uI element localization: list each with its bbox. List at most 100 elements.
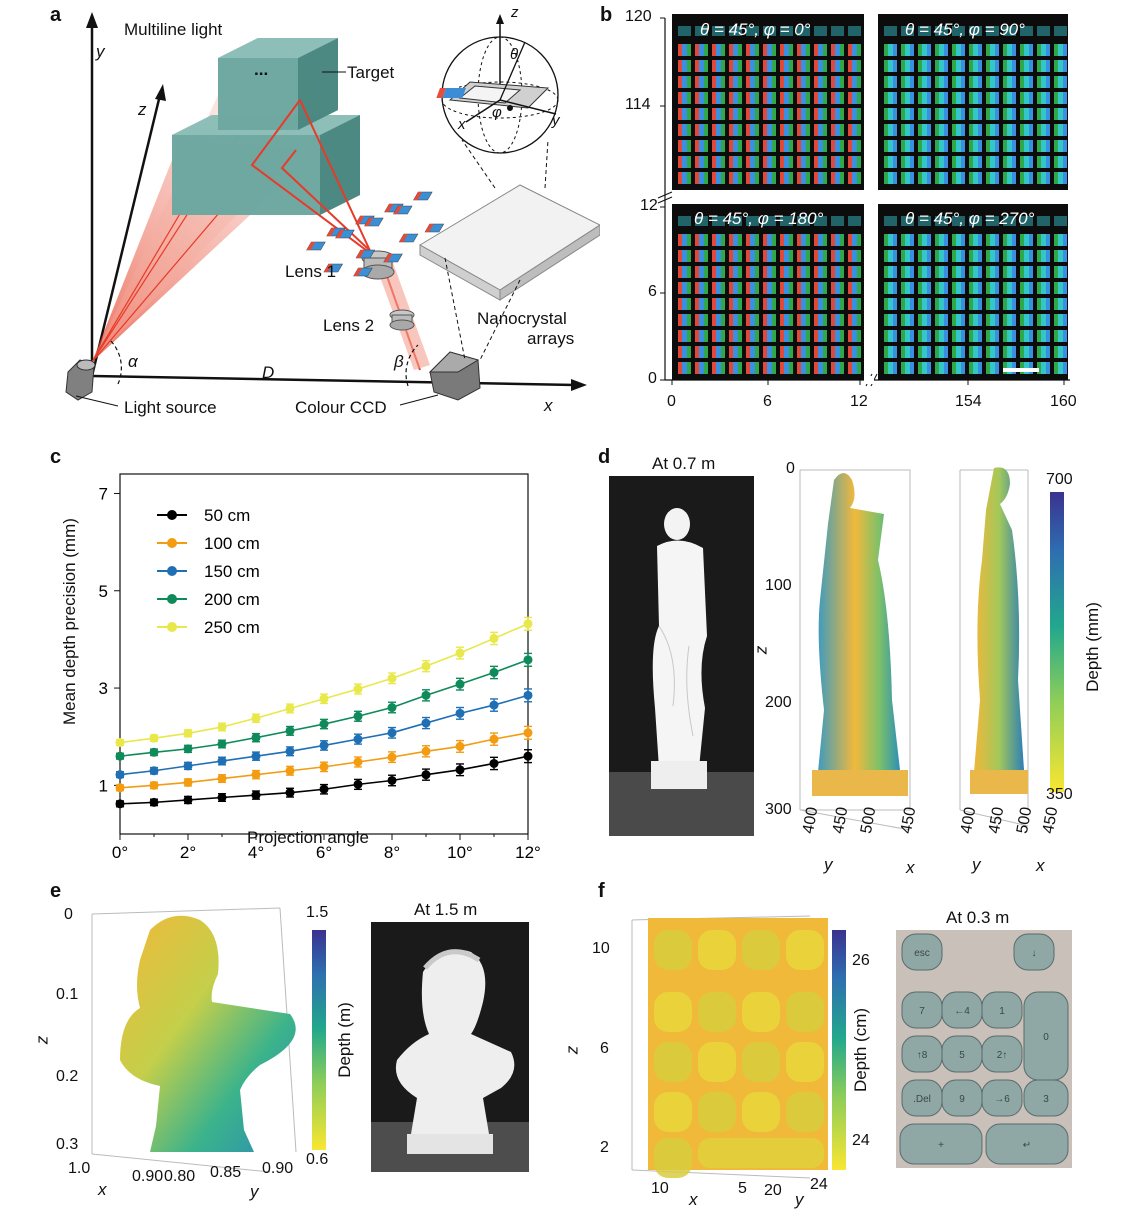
c-data-point: [149, 797, 159, 807]
c-data-point: [217, 756, 227, 766]
e-ztick-0-3: 0.3: [56, 1136, 79, 1153]
c-legend-label: 50 cm: [204, 506, 250, 525]
label-axis-z: z: [138, 100, 147, 119]
keypad-key-label: ↓: [1032, 948, 1037, 959]
c-data-point: [455, 741, 465, 751]
c-data-point: [421, 770, 431, 780]
panel-f-letter: f: [598, 880, 605, 902]
b-title-4: θ = 45°, φ = 270°: [905, 209, 1035, 228]
c-data-point: [115, 751, 125, 761]
c-data-point: [353, 779, 363, 789]
d-front-y: y: [824, 855, 833, 874]
c-ytick-label: 1: [99, 776, 108, 795]
c-xtick-label: 2°: [180, 843, 196, 860]
keypad-key-label: →6: [994, 1094, 1010, 1105]
c-legend-label: 250 cm: [204, 618, 260, 637]
b-ytick-120: 120: [625, 8, 652, 25]
keypad-key-label: ←4: [954, 1006, 970, 1017]
axis-z-line: [90, 94, 162, 377]
c-plot-frame: [119, 473, 529, 835]
f-key-blob: [742, 992, 780, 1032]
c-series-50-cm: [115, 749, 533, 809]
panel-d-letter: d: [598, 446, 611, 468]
d-ztick-300: 300: [765, 801, 792, 818]
e-ztick-0-2: 0.2: [56, 1068, 79, 1085]
c-data-point: [115, 799, 125, 809]
d-front-x: x: [906, 858, 915, 877]
label-theta: θ: [510, 46, 519, 63]
label-phi: φ: [492, 104, 502, 121]
c-series-100-cm: [115, 725, 533, 793]
label-lens-2: Lens 2: [323, 316, 375, 335]
keypad-key-label: 0: [1043, 1032, 1049, 1043]
c-legend-item: 100 cm: [157, 534, 260, 553]
d-ztick-100: 100: [765, 577, 792, 594]
c-data-point: [251, 733, 261, 743]
b-title-3: θ = 45°, φ = 180°: [694, 209, 824, 228]
keypad-key-label: 7: [919, 1006, 925, 1017]
c-data-point: [183, 728, 193, 738]
label-light-source: Light source: [124, 398, 217, 417]
c-data-point: [523, 619, 533, 629]
keypad-key: 9: [941, 1079, 983, 1117]
f-key-blob: [654, 930, 692, 970]
d-ztick-0: 0: [786, 460, 795, 477]
b-image-1: [672, 14, 864, 190]
e-ztick-0: 0: [64, 906, 73, 923]
f-photo-label: At 0.3 m: [946, 908, 1010, 927]
e-xtick-1-0: 1.0: [68, 1160, 91, 1177]
c-legend-item: 150 cm: [157, 562, 260, 581]
scale-bar: [1003, 368, 1039, 372]
c-data-point: [387, 728, 397, 738]
keypad-key-label: 5: [959, 1050, 965, 1061]
axis-x-line: [91, 374, 576, 387]
keypad-key: 5: [941, 1035, 983, 1073]
e-bust-pointcloud: [120, 915, 296, 1152]
f-key-blob: [698, 1092, 736, 1132]
f-key-blob: [654, 1138, 692, 1178]
label-sphere-z: z: [511, 4, 519, 21]
c-data-point: [251, 770, 261, 780]
f-colorbar: [832, 930, 846, 1170]
d-cbar-min: 350: [1046, 786, 1073, 803]
e-cbar-min: 0.6: [306, 1151, 329, 1168]
c-legend-item: 200 cm: [157, 590, 260, 609]
c-legend-label: 150 cm: [204, 562, 260, 581]
c-data-point: [285, 746, 295, 756]
f-key-blob: [786, 1042, 824, 1082]
c-xtick-label: 6°: [316, 843, 332, 860]
panel-c-letter: c: [50, 446, 62, 468]
e-photo-label: At 1.5 m: [414, 900, 478, 919]
c-data-point: [115, 783, 125, 793]
c-data-point: [149, 747, 159, 757]
b-ytick-12: 12: [640, 197, 658, 214]
c-data-point: [455, 679, 465, 689]
c-data-point: [353, 711, 363, 721]
keypad-key-label: 1: [999, 1006, 1005, 1017]
light-source-icon: [65, 359, 96, 401]
f-key-blob: [786, 1092, 824, 1132]
keypad-key: ↑8: [901, 1035, 943, 1073]
nanocrystal-cell: [383, 253, 403, 263]
d-photo-label: At 0.7 m: [652, 454, 716, 473]
keypad-key-label: ↵: [1023, 1140, 1031, 1151]
b-ytick-0: 0: [648, 370, 657, 387]
f-ytick-20: 20: [764, 1182, 782, 1199]
keypad-key: 1: [981, 991, 1023, 1029]
keypad-key-label: 3: [1043, 1094, 1049, 1105]
b-image-4: [878, 204, 1068, 380]
label-colour-ccd: Colour CCD: [295, 398, 387, 417]
d-ztick-200: 200: [765, 694, 792, 711]
panel-b-letter: b: [600, 4, 613, 26]
c-data-point: [115, 770, 125, 780]
label-sphere-x: x: [458, 116, 466, 133]
c-data-point: [183, 795, 193, 805]
nanocrystal-array-plate: [419, 184, 600, 301]
c-xtick-label: 10°: [447, 843, 473, 860]
c-xlabel: Projection angle: [247, 828, 369, 847]
c-legend-label: 100 cm: [204, 534, 260, 553]
c-data-point: [455, 765, 465, 775]
c-data-point: [285, 703, 295, 713]
e-ytick-0-85: 0.85: [210, 1164, 242, 1181]
f-key-blob: [654, 1092, 692, 1132]
